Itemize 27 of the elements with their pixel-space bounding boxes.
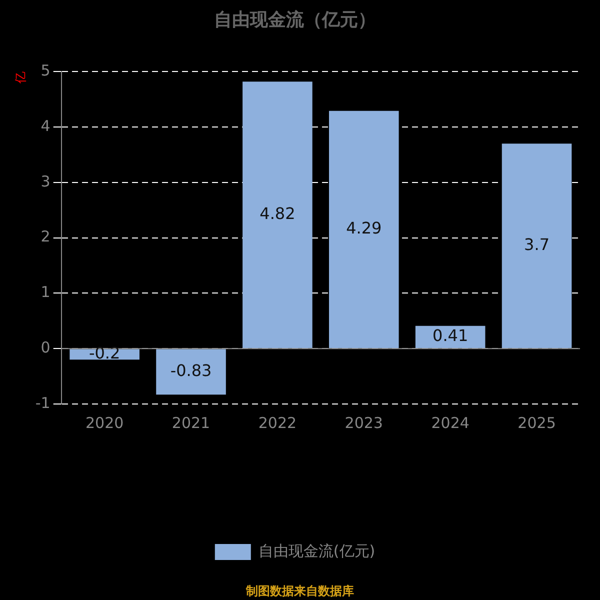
data-label: -0.2: [88, 344, 120, 363]
y-tick-label: 0: [40, 338, 50, 356]
y-tick-label: 4: [40, 116, 50, 135]
data-label: 3.7: [524, 235, 550, 254]
y-tick-label: 3: [40, 172, 50, 190]
bar: [156, 349, 226, 395]
bar: [242, 82, 312, 348]
x-tick-label: 2025: [518, 414, 556, 432]
y-axis-title: 亿: [13, 72, 28, 85]
y-tick-label: 5: [40, 61, 50, 80]
x-tick-label: 2020: [85, 414, 124, 432]
bar: [502, 144, 572, 348]
y-tick-label: -1: [35, 394, 50, 412]
chart-title: 自由现金流（亿元）: [214, 9, 376, 30]
data-label: -0.83: [170, 360, 212, 380]
x-tick-label: 2021: [172, 414, 210, 432]
data-label: 4.29: [346, 218, 382, 238]
legend-label: 自由现金流(亿元): [258, 542, 376, 560]
x-tick-label: 2022: [258, 414, 297, 432]
bar: [329, 110, 399, 348]
data-label: 0.41: [432, 326, 468, 346]
x-tick-label: 2024: [431, 414, 470, 432]
x-tick-label: 2023: [344, 414, 383, 432]
y-tick-label: 2: [40, 228, 50, 246]
y-tick-label: 1: [40, 283, 50, 302]
data-label: 4.82: [260, 204, 296, 223]
text: 制图数据来自数据库: [245, 584, 354, 598]
